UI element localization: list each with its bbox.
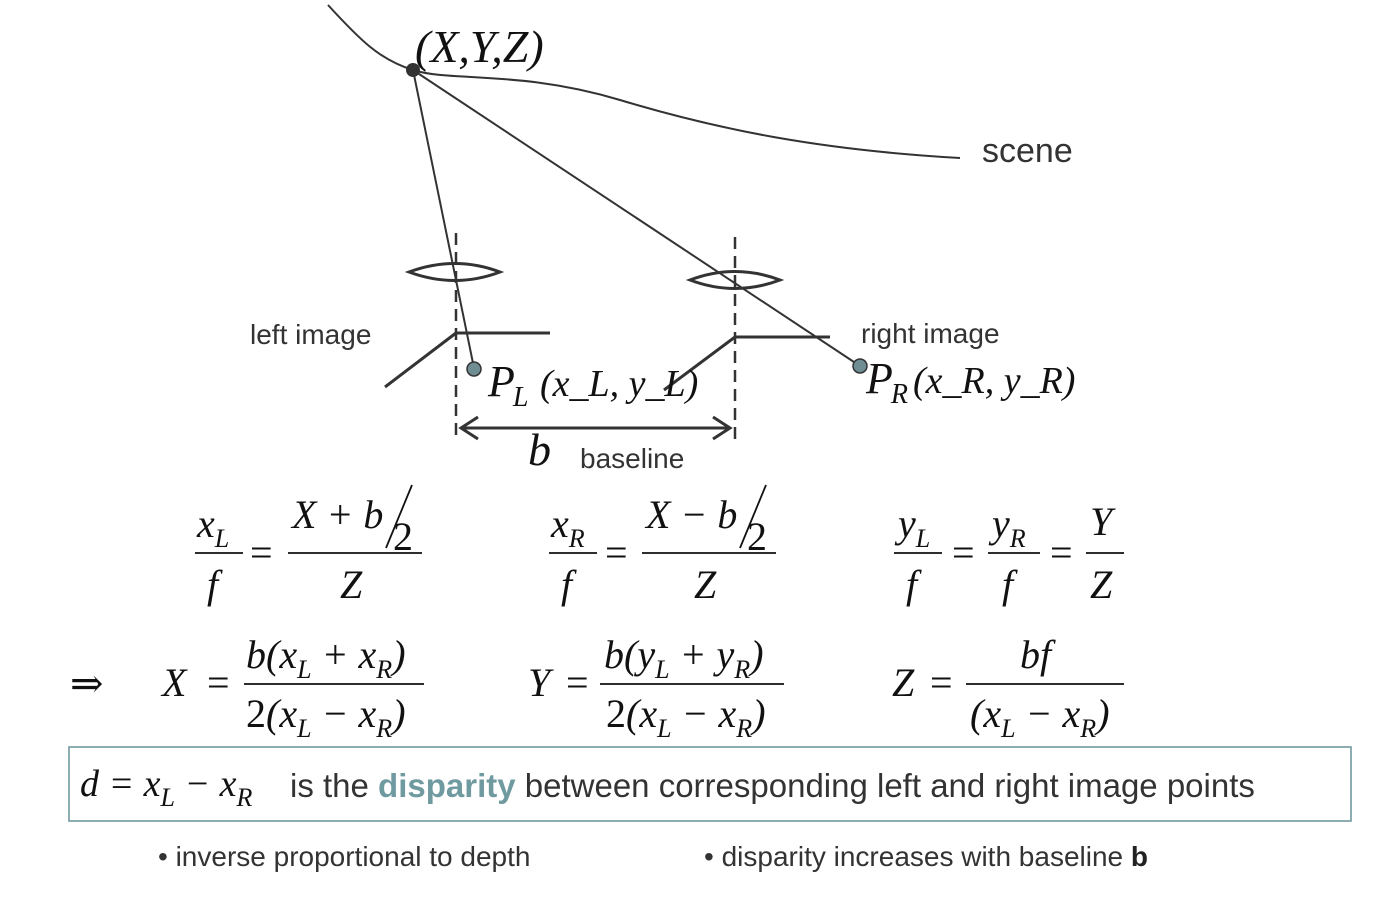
left-image-label: left image <box>250 319 371 350</box>
left-image-plane-slant <box>384 331 457 389</box>
svg-text:yL: yL <box>894 501 930 553</box>
right-lens <box>685 270 785 290</box>
svg-text:f: f <box>561 562 577 607</box>
svg-text:=: = <box>930 660 953 705</box>
scene-curve <box>327 4 961 159</box>
equation-xr: xR f = X − b 2 Z <box>549 484 776 607</box>
pr-coords: (x_R, y_R) <box>913 360 1075 402</box>
baseline-arrowhead-left <box>458 415 479 441</box>
svg-text:X: X <box>160 660 188 705</box>
svg-text:yR: yR <box>988 501 1026 553</box>
disparity-box <box>68 746 1352 822</box>
equation-Y: Y = b(yL + yR) 2(xL − xR) <box>528 632 784 743</box>
svg-text:f: f <box>906 562 922 607</box>
baseline-arrowhead-right <box>712 415 733 441</box>
pl-label: PL <box>487 357 528 413</box>
right-ray <box>412 69 861 367</box>
svg-text:2: 2 <box>747 514 767 559</box>
disparity-sentence: is the disparity between corresponding l… <box>290 767 1255 804</box>
svg-text:bf: bf <box>1020 632 1056 677</box>
left-image-point <box>466 361 482 377</box>
svg-text:xR: xR <box>550 501 585 553</box>
svg-text:f: f <box>1002 562 1018 607</box>
right-image-point <box>852 358 868 374</box>
baseline-b-label: b <box>528 424 551 475</box>
left-lens <box>404 262 505 282</box>
disparity-text-before: is the <box>290 767 369 804</box>
svg-text:Z: Z <box>694 562 717 607</box>
svg-text:Z: Z <box>892 660 915 705</box>
svg-text:Y: Y <box>1090 499 1116 544</box>
svg-text:=: = <box>605 530 628 575</box>
right-image-label: right image <box>861 318 1000 349</box>
pr-label: PR <box>865 354 908 410</box>
svg-text:b(xL + xR): b(xL + xR) <box>246 632 406 684</box>
pl-coords: (x_L, y_L) <box>540 363 698 405</box>
svg-text:(xL − xR): (xL − xR) <box>970 691 1110 743</box>
svg-text:X + b: X + b <box>290 492 383 537</box>
svg-text:2(xL − xR): 2(xL − xR) <box>606 691 766 743</box>
world-point-label: (X,Y,Z) <box>415 21 544 72</box>
equation-y: yL f = yR f = Y Z <box>894 499 1124 607</box>
svg-text:=: = <box>250 530 273 575</box>
bullet-baseline: • disparity increases with baseline b <box>704 841 1148 872</box>
svg-text:X − b: X − b <box>644 492 737 537</box>
svg-text:=: = <box>952 530 975 575</box>
disparity-text-after: between corresponding left and right ima… <box>525 767 1255 804</box>
svg-text:=: = <box>207 660 230 705</box>
svg-text:xL: xL <box>196 501 229 553</box>
implies-arrow: ⇒ <box>70 661 104 706</box>
equation-X: X = b(xL + xR) 2(xL − xR) <box>160 632 424 743</box>
svg-text:f: f <box>207 562 223 607</box>
svg-text:Z: Z <box>1090 562 1113 607</box>
svg-text:=: = <box>1050 530 1073 575</box>
baseline-label: baseline <box>580 443 684 474</box>
bullet-depth: • inverse proportional to depth <box>158 841 530 872</box>
left-ray <box>412 69 475 369</box>
bullet-baseline-b: b <box>1131 841 1148 872</box>
scene-label: scene <box>982 132 1073 170</box>
svg-text:Y: Y <box>528 660 554 705</box>
equation-xl: xL f = X + b 2 Z <box>195 484 422 607</box>
equation-Z: Z = bf (xL − xR) <box>892 632 1124 743</box>
svg-text:2(xL − xR): 2(xL − xR) <box>246 691 406 743</box>
right-image-plane-slant <box>663 335 736 392</box>
svg-text:Z: Z <box>340 562 363 607</box>
svg-text:b(yL + yR): b(yL + yR) <box>604 632 764 684</box>
svg-text:=: = <box>566 660 589 705</box>
svg-text:2: 2 <box>393 514 413 559</box>
disparity-highlight: disparity <box>378 767 516 804</box>
disparity-formula: d = xL − xR <box>80 763 253 812</box>
